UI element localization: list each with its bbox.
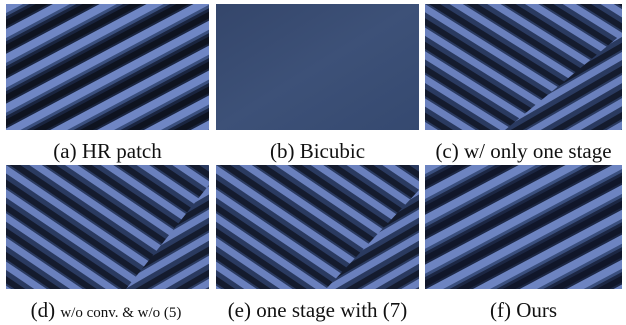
panel-no-conv xyxy=(6,165,209,289)
ours-image xyxy=(425,165,622,289)
panel-bicubic xyxy=(216,4,419,130)
bicubic-image xyxy=(216,4,419,130)
hr-patch-image xyxy=(6,4,209,130)
caption-no-conv-text: w/o conv. & w/o (5) xyxy=(60,305,182,321)
caption-ours: (f) Ours xyxy=(489,298,558,322)
one-stage-with-7-image xyxy=(216,165,419,289)
caption-hr-patch: (a) HR patch xyxy=(53,139,162,163)
panel-ours xyxy=(425,165,622,289)
panel-one-stage-with-7 xyxy=(216,165,419,289)
no-conv-image xyxy=(6,165,209,289)
panel-one-stage xyxy=(425,4,622,130)
caption-no-conv: (d) w/o conv. & w/o (5) xyxy=(0,298,212,325)
one-stage-image xyxy=(425,4,622,130)
caption-no-conv-prefix: (d) xyxy=(30,298,61,322)
caption-one-stage: (c) w/ only one stage xyxy=(435,139,612,163)
caption-bicubic: (b) Bicubic xyxy=(269,139,366,163)
caption-one-stage-with-7: (e) one stage with (7) xyxy=(227,298,408,322)
panel-hr-patch xyxy=(6,4,209,130)
